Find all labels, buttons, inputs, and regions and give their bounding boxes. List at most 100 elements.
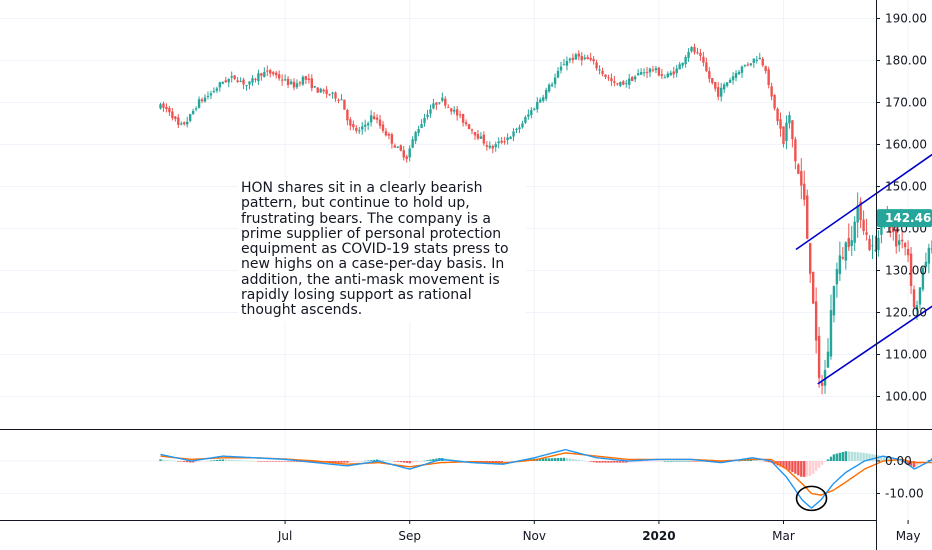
macd-histogram-bar <box>927 459 931 461</box>
candle-body <box>378 119 382 126</box>
macd-histogram-bar <box>539 458 542 461</box>
macd-histogram-bar <box>829 456 833 461</box>
macd-histogram-bar <box>197 461 201 462</box>
macd-histogram-bar <box>773 461 776 465</box>
macd-histogram-bar <box>361 461 364 462</box>
macd-histogram-bar <box>346 461 349 463</box>
macd-histogram-bar <box>378 459 382 461</box>
candle-body <box>583 57 586 60</box>
macd-histogram-bar <box>547 458 551 461</box>
y-tick-label: 110.00 <box>885 348 927 362</box>
candle-body <box>423 117 426 124</box>
macd-histogram-bar <box>227 459 230 461</box>
macd-histogram-bar <box>375 459 379 461</box>
candle-body <box>509 136 512 140</box>
macd-histogram-bar <box>366 460 370 462</box>
macd-histogram-bar <box>628 461 631 463</box>
candle-body <box>773 94 776 109</box>
candle-body <box>183 122 186 125</box>
macd-histogram-bar <box>188 461 192 463</box>
candle-body <box>194 108 198 110</box>
macd-histogram-bar <box>183 461 186 462</box>
macd-histogram-bar <box>286 461 290 462</box>
macd-histogram-bar <box>485 461 489 463</box>
candle-body <box>761 58 764 66</box>
x-tick-label: Nov <box>523 529 546 543</box>
candle-body <box>740 66 744 73</box>
macd-histogram-bar <box>868 453 871 461</box>
macd-histogram-bar <box>900 461 904 462</box>
macd-histogram-bar <box>503 461 506 463</box>
macd-histogram-bar <box>254 461 257 462</box>
candle-body <box>298 82 302 84</box>
macd-histogram-bar <box>559 457 563 461</box>
macd-histogram-bar <box>788 461 791 471</box>
macd-histogram-bar <box>159 459 162 461</box>
candle-body <box>242 79 245 85</box>
macd-line <box>160 448 932 509</box>
candle-body <box>844 242 847 261</box>
macd-histogram-bar <box>636 461 640 463</box>
macd-histogram-bar <box>616 461 619 463</box>
candle-body <box>838 255 842 274</box>
candle-body <box>660 74 664 77</box>
candle-body <box>687 51 690 58</box>
macd-histogram-bar <box>625 461 628 463</box>
candle-body <box>758 57 761 60</box>
candle-body <box>880 225 883 235</box>
macd-histogram-bar <box>381 459 385 461</box>
candle-body <box>295 83 299 88</box>
candle-body <box>165 106 168 110</box>
candle-body <box>245 84 248 86</box>
candle-body <box>856 205 859 223</box>
macd-histogram-bar <box>165 459 168 461</box>
candle-body <box>527 114 530 117</box>
macd-histogram-bar <box>396 461 400 462</box>
macd-histogram-bar <box>693 461 696 462</box>
candle-body <box>482 134 486 144</box>
macd-histogram-bar <box>672 461 675 462</box>
candle-body <box>366 123 370 126</box>
candle-body <box>310 78 313 89</box>
x-tick-label: Mar <box>772 529 795 543</box>
candle-body <box>319 88 322 93</box>
macd-histogram-bar <box>340 461 343 463</box>
macd-histogram-bar <box>800 461 803 477</box>
macd-histogram-bar <box>372 459 376 461</box>
candle-body <box>168 107 171 113</box>
macd-histogram-bar <box>269 461 272 462</box>
macd-histogram-bar <box>369 460 373 461</box>
candle-body <box>725 82 729 86</box>
candle-body <box>613 81 616 83</box>
candle-body <box>586 57 589 60</box>
time-axis-ticks: JulSepNov2020MarMayJul <box>277 520 921 543</box>
x-tick-label: Sep <box>398 529 421 543</box>
candle-body <box>814 301 818 341</box>
macd-histogram-bar <box>687 461 690 462</box>
candle-body <box>800 170 803 186</box>
candle-body <box>467 124 471 130</box>
candle-body <box>862 219 865 232</box>
macd-histogram-bar <box>266 461 269 462</box>
candle-body <box>675 68 678 73</box>
macd-histogram-bar <box>280 461 284 462</box>
macd-histogram-bar <box>871 454 874 461</box>
candle-body <box>841 257 845 259</box>
candle-body <box>865 232 868 235</box>
candle-body <box>728 79 732 83</box>
candle-body <box>206 95 210 97</box>
candle-body <box>657 67 661 76</box>
macd-histogram-bar <box>853 452 856 461</box>
candle-body <box>521 123 524 128</box>
candle-body <box>358 130 361 132</box>
candle-body <box>714 82 717 89</box>
candle-body <box>372 116 376 120</box>
candle-body <box>239 80 242 82</box>
candle-body <box>776 108 779 122</box>
candle-body <box>556 70 560 78</box>
candle-body <box>224 80 227 83</box>
candle-body <box>892 227 895 233</box>
macd-histogram-bar <box>782 461 785 468</box>
macd-histogram-bar <box>180 461 183 462</box>
candle-body <box>797 164 800 174</box>
